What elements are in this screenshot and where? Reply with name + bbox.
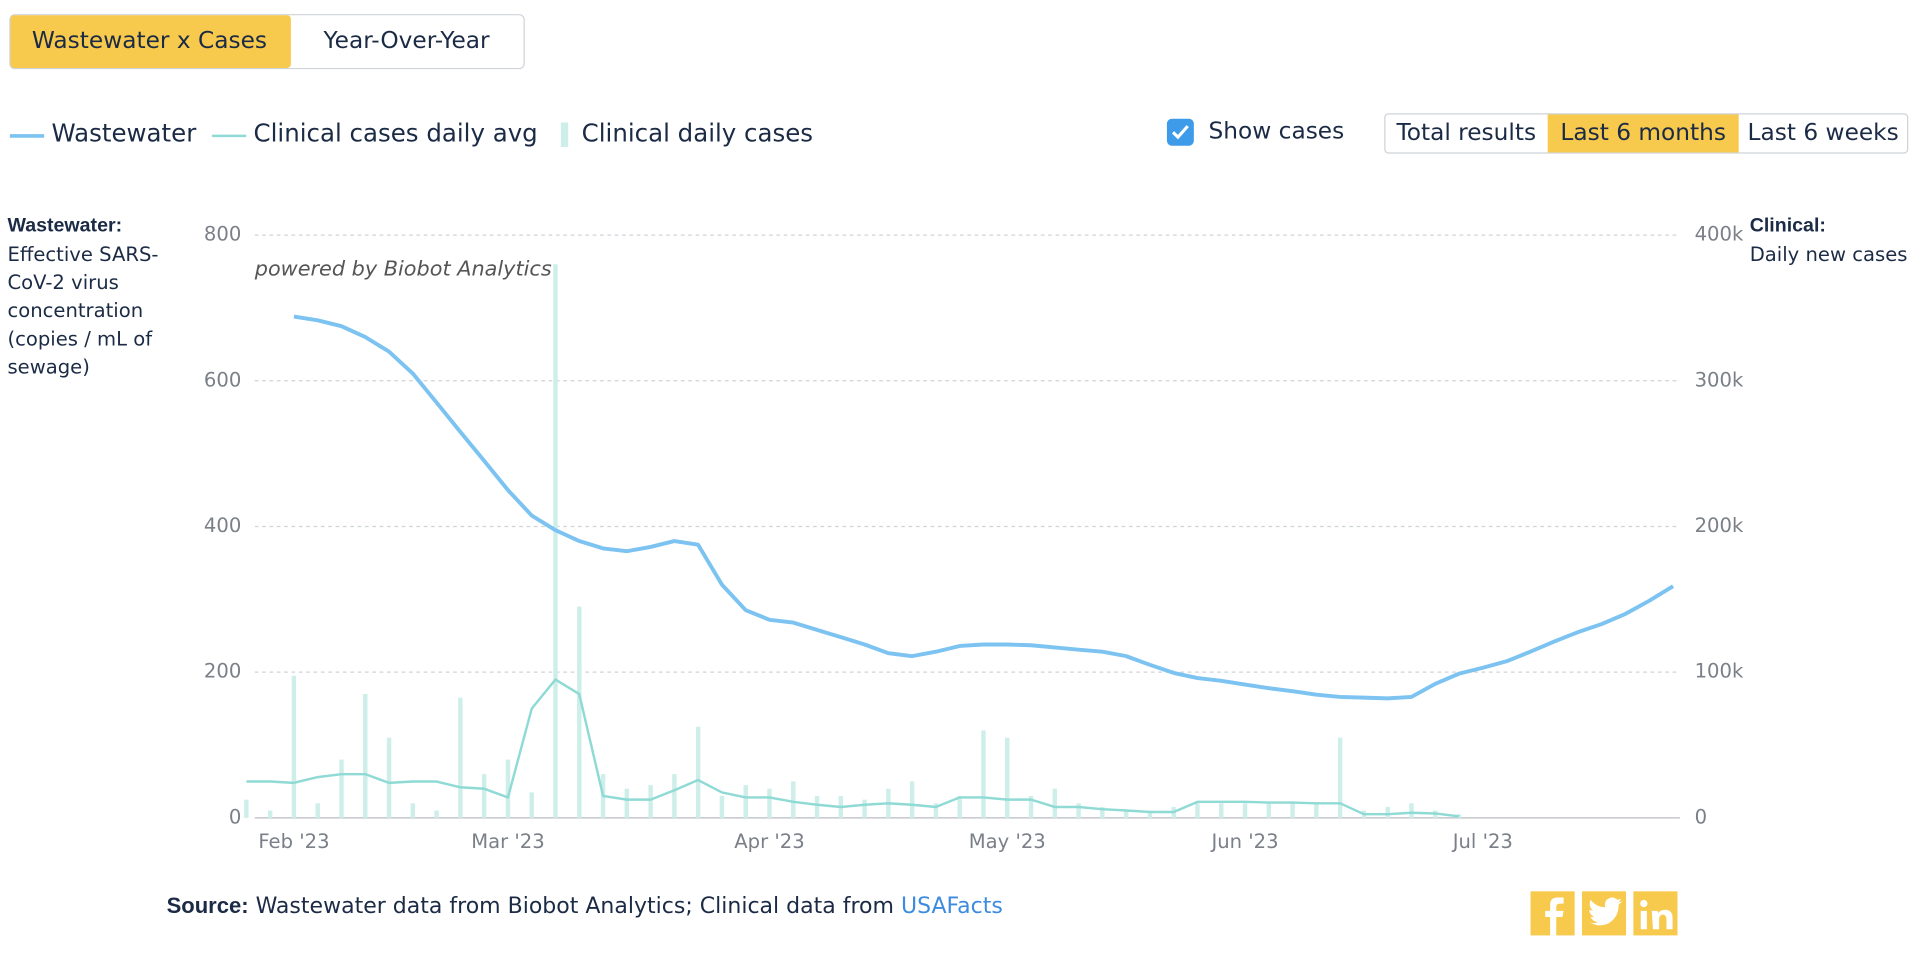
bar xyxy=(1219,803,1224,818)
bar xyxy=(1100,806,1105,818)
bar xyxy=(1195,803,1200,818)
tab-selected[interactable] xyxy=(10,15,291,68)
bar xyxy=(529,792,534,818)
legend: Wastewater Clinical cases daily avg Clinic… xyxy=(9,119,813,148)
legend-label[interactable]: Clinical cases daily avg xyxy=(254,119,538,148)
bar xyxy=(791,781,796,818)
bar xyxy=(481,774,487,818)
bar xyxy=(719,796,725,818)
legend-label[interactable]: Clinical daily cases xyxy=(582,119,813,148)
x-tick-label: Mar '23 xyxy=(471,830,544,853)
source-link[interactable]: USAFacts xyxy=(901,894,1003,919)
tab[interactable]: Wastewater x Cases xyxy=(32,27,267,54)
source-label: Source: xyxy=(167,893,249,918)
bar xyxy=(410,803,416,818)
bar xyxy=(909,781,915,818)
range-selected[interactable] xyxy=(1547,114,1739,153)
bar xyxy=(1385,806,1390,818)
y-tick-label: 200 xyxy=(204,660,241,683)
bar xyxy=(1052,788,1058,818)
x-tick-label: Feb '23 xyxy=(258,830,329,853)
x-tick-label: Jul '23 xyxy=(1451,830,1513,853)
bar xyxy=(553,264,558,818)
twitter-glyph xyxy=(1589,897,1623,926)
bar xyxy=(363,694,368,818)
range-button[interactable]: Last 6 months xyxy=(1560,119,1726,146)
y-tick-label: 800 xyxy=(204,223,241,246)
bar xyxy=(743,785,748,818)
bar xyxy=(577,606,582,818)
bar xyxy=(244,799,249,818)
source-text: Wastewater data from Biobot Analytics; C… xyxy=(256,894,901,919)
x-tick-label: Apr '23 xyxy=(734,830,804,853)
bar xyxy=(981,730,986,818)
bar xyxy=(767,788,772,818)
bar xyxy=(814,796,820,818)
bar xyxy=(1242,803,1248,818)
range-button[interactable]: Total results xyxy=(1395,119,1536,146)
linkedin-glyph xyxy=(1640,899,1673,930)
checkmark xyxy=(1171,125,1189,140)
source: Source: Wastewater data from Biobot Anal… xyxy=(167,893,1003,919)
bar xyxy=(1028,796,1034,818)
plot: 0 200 400 600 800 0 100k 200k 300k 400k Feb '23 Mar… xyxy=(204,223,1744,853)
bar xyxy=(1290,803,1295,818)
bar xyxy=(267,810,273,818)
left-axis-label: Wastewater: Effective SARS-CoV-2 virus co… xyxy=(7,215,159,379)
bar xyxy=(1314,803,1319,818)
bar xyxy=(291,675,297,818)
bar xyxy=(1076,803,1081,818)
bar xyxy=(862,799,867,818)
facebook-glyph xyxy=(1545,897,1564,936)
right-axis-label: Clinical: Daily new cases xyxy=(1749,215,1908,266)
bar xyxy=(1147,810,1153,818)
x-tick-label: Jun '23 xyxy=(1209,830,1278,853)
checkbox-label[interactable]: Show cases xyxy=(1209,118,1345,145)
y2-tick-label: 400k xyxy=(1695,223,1744,246)
range-buttons: Total results Last 6 months Last 6 weeks xyxy=(1384,113,1909,154)
legend-label[interactable]: Wastewater xyxy=(52,119,198,148)
series-line xyxy=(293,314,1675,701)
bar xyxy=(1123,810,1129,818)
y-tick-label: 600 xyxy=(204,368,241,391)
y2-tick-label: 300k xyxy=(1695,368,1744,391)
bar xyxy=(1409,803,1414,818)
y-tick-label: 0 xyxy=(229,805,241,828)
bar xyxy=(672,774,677,818)
bar xyxy=(386,737,392,818)
y2-tick-label: 100k xyxy=(1695,660,1744,683)
bar xyxy=(1005,737,1010,818)
axis-text: Daily new cases xyxy=(1749,242,1908,266)
y2-tick-label: 200k xyxy=(1695,514,1744,537)
bar xyxy=(648,785,653,818)
y2-tick-label: 0 xyxy=(1695,805,1707,828)
bar xyxy=(1337,737,1343,818)
axis-title: Wastewater: xyxy=(7,215,123,237)
bar xyxy=(315,803,320,818)
range-button[interactable]: Last 6 weeks xyxy=(1748,119,1899,146)
bar xyxy=(1266,803,1272,818)
bar xyxy=(695,726,701,818)
watermark: powered by Biobot Analytics xyxy=(254,256,552,280)
axis-title: Clinical: xyxy=(1749,215,1826,237)
bar xyxy=(505,759,511,818)
bar xyxy=(458,697,463,818)
share-icons xyxy=(1530,891,1678,936)
bar xyxy=(624,788,630,818)
x-tick-label: May '23 xyxy=(969,830,1046,853)
bar xyxy=(434,810,439,818)
legend-swatch xyxy=(560,122,569,147)
bar xyxy=(957,796,962,818)
bar xyxy=(933,803,939,818)
series-line xyxy=(246,678,1460,818)
view-tabs: Wastewater x Cases Year-Over-Year xyxy=(9,14,525,70)
bar xyxy=(339,759,344,818)
axis-text: Effective SARS-CoV-2 virus concentration… xyxy=(7,242,159,379)
tab[interactable]: Year-Over-Year xyxy=(323,27,491,54)
y-tick-label: 400 xyxy=(204,514,241,537)
